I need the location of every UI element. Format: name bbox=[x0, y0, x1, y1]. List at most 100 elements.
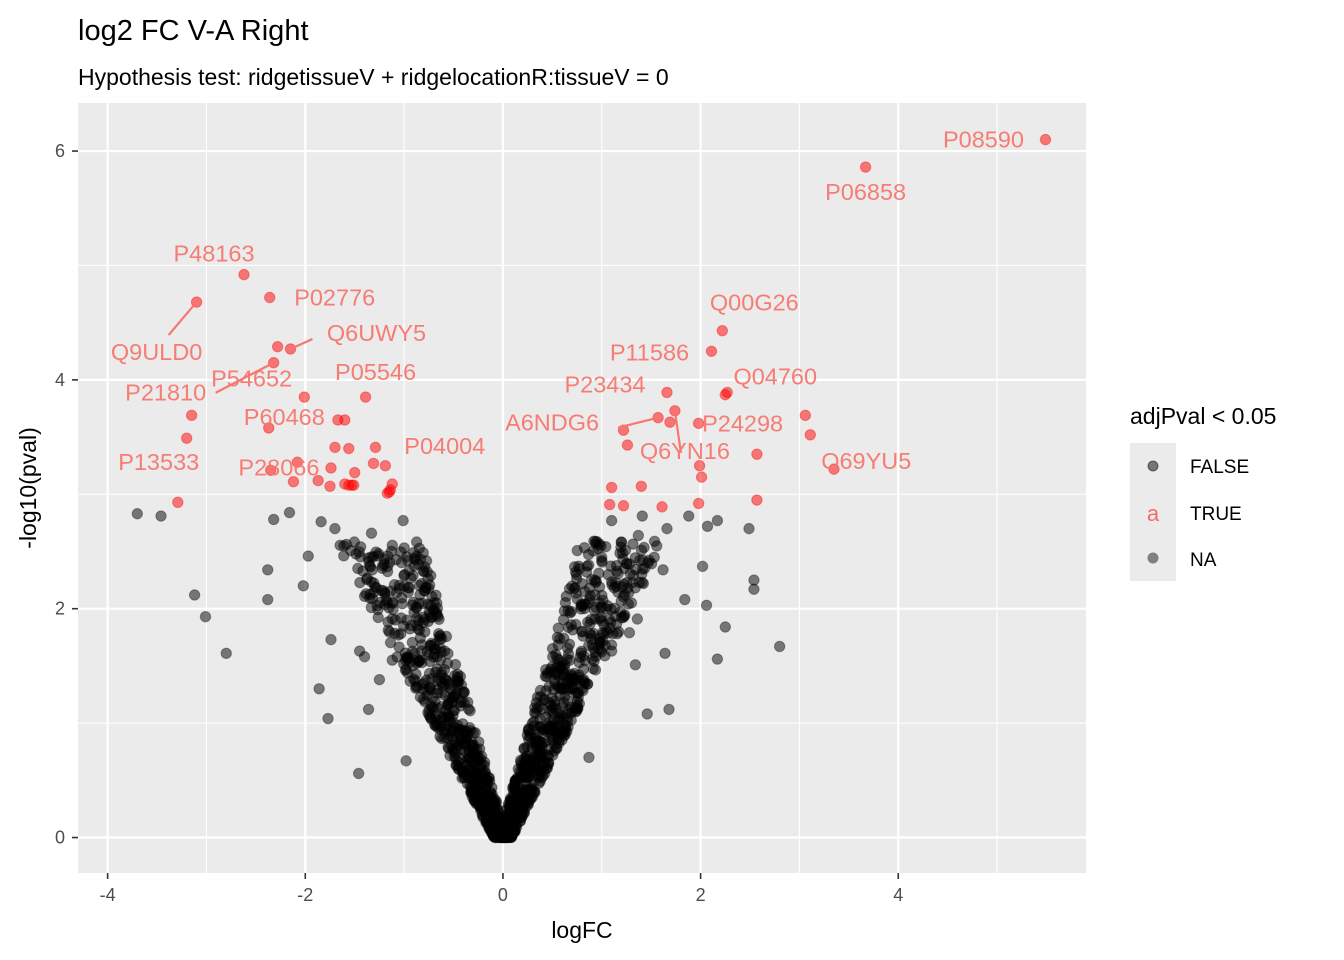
chart-subtitle: Hypothesis test: ridgetissueV + ridgeloc… bbox=[78, 64, 669, 90]
data-point-true bbox=[325, 462, 337, 474]
data-point-false bbox=[424, 599, 437, 612]
data-point-true bbox=[185, 409, 198, 422]
data-point-false bbox=[364, 588, 376, 600]
points-true bbox=[172, 133, 1052, 513]
data-point-false bbox=[452, 723, 464, 735]
point-label-p21810: P21810 bbox=[125, 380, 206, 406]
data-point-false bbox=[352, 767, 365, 780]
data-point-false bbox=[587, 627, 600, 640]
data-point-false bbox=[605, 514, 618, 527]
data-point-false bbox=[573, 656, 585, 669]
data-point-true bbox=[828, 463, 840, 475]
data-point-false bbox=[383, 602, 395, 614]
data-point-false bbox=[584, 589, 597, 602]
data-point-true bbox=[751, 494, 763, 506]
data-point-false bbox=[438, 645, 451, 657]
data-point-false bbox=[550, 648, 562, 661]
data-point-false bbox=[313, 683, 325, 695]
data-point-false bbox=[416, 645, 428, 657]
point-label-p05546: P05546 bbox=[335, 359, 416, 385]
x-tick-label: 2 bbox=[696, 885, 706, 905]
data-point-false bbox=[434, 629, 447, 642]
data-point-false bbox=[417, 693, 430, 705]
data-point-true bbox=[693, 459, 706, 472]
data-point-false bbox=[518, 761, 531, 773]
data-point-false bbox=[642, 557, 654, 569]
data-point-true bbox=[349, 466, 361, 479]
legend-label-true: TRUE bbox=[1190, 504, 1242, 525]
data-point-false bbox=[459, 738, 471, 750]
data-point-false bbox=[615, 536, 627, 548]
point-label-p24298: P24298 bbox=[702, 410, 783, 436]
data-point-false bbox=[354, 576, 366, 589]
data-point-false bbox=[338, 540, 350, 552]
data-point-true bbox=[238, 268, 250, 281]
data-point-true bbox=[799, 409, 812, 422]
data-point-true bbox=[859, 161, 872, 173]
data-point-false bbox=[586, 653, 599, 665]
data-point-false bbox=[511, 771, 524, 784]
data-point-false bbox=[559, 597, 572, 609]
data-point-false bbox=[534, 684, 547, 697]
x-axis: -4 -2 0 2 4 bbox=[100, 873, 903, 905]
data-point-false bbox=[297, 580, 310, 592]
data-point-true bbox=[617, 500, 630, 512]
point-label-p48163: P48163 bbox=[174, 241, 255, 267]
data-point-false bbox=[626, 576, 639, 589]
data-point-true bbox=[603, 498, 616, 511]
data-point-true bbox=[359, 391, 372, 403]
data-point-true bbox=[329, 441, 341, 454]
data-point-false bbox=[636, 510, 648, 522]
data-point-false bbox=[596, 551, 608, 563]
data-point-false bbox=[539, 670, 552, 682]
data-point-false bbox=[565, 714, 577, 726]
label-connector bbox=[167, 301, 198, 336]
data-point-false bbox=[408, 606, 420, 618]
data-point-false bbox=[392, 629, 405, 641]
y-axis-title: -log10(pval) bbox=[15, 427, 41, 548]
point-label-p11586: P11586 bbox=[610, 339, 689, 365]
data-point-false bbox=[631, 613, 644, 625]
point-label-a6ndg6: A6NDG6 bbox=[505, 410, 599, 436]
data-point-false bbox=[629, 659, 642, 671]
legend-label-na: NA bbox=[1190, 550, 1217, 571]
data-point-false bbox=[571, 544, 583, 557]
legend-key-true: a bbox=[1147, 501, 1160, 526]
data-point-false bbox=[315, 516, 327, 528]
data-point-false bbox=[593, 567, 605, 579]
data-point-false bbox=[390, 554, 402, 566]
data-point-false bbox=[413, 655, 425, 668]
data-point-true bbox=[695, 471, 708, 483]
data-point-false bbox=[377, 585, 390, 597]
data-point-false bbox=[711, 653, 724, 665]
label-segments bbox=[167, 301, 682, 453]
data-point-true bbox=[367, 457, 380, 470]
data-point-false bbox=[381, 560, 394, 573]
data-point-false bbox=[386, 654, 398, 666]
data-point-false bbox=[543, 680, 555, 693]
data-point-false bbox=[199, 611, 212, 623]
data-point-false bbox=[440, 720, 452, 732]
data-point-false bbox=[629, 563, 642, 576]
data-point-false bbox=[576, 682, 588, 695]
data-point-false bbox=[651, 540, 663, 552]
data-point-false bbox=[352, 562, 364, 575]
data-point-false bbox=[462, 696, 474, 708]
data-point-true bbox=[656, 501, 668, 513]
point-label-q04760: Q04760 bbox=[733, 363, 817, 389]
data-point-false bbox=[425, 611, 438, 624]
x-axis-title: logFC bbox=[551, 917, 612, 943]
data-point-false bbox=[439, 689, 451, 702]
y-tick-label: 2 bbox=[55, 599, 65, 619]
data-point-false bbox=[439, 678, 451, 690]
data-point-false bbox=[396, 592, 408, 604]
data-point-false bbox=[570, 573, 583, 585]
data-point-false bbox=[538, 693, 551, 706]
data-point-false bbox=[362, 703, 375, 716]
data-point-false bbox=[619, 544, 632, 557]
point-label-q6yn16: Q6YN16 bbox=[640, 438, 730, 464]
data-point-false bbox=[382, 616, 394, 628]
data-point-false bbox=[659, 647, 671, 660]
data-point-false bbox=[553, 707, 566, 719]
data-point-false bbox=[531, 702, 543, 715]
